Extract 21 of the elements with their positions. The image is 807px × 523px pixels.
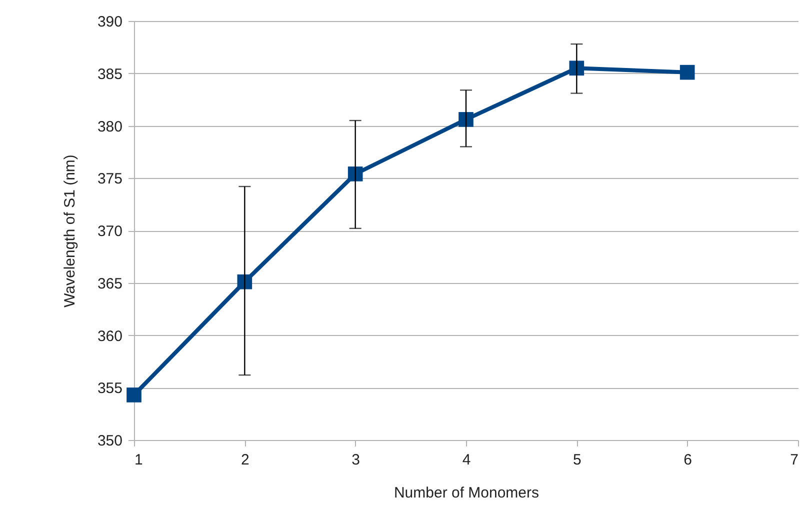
y-tick-label: 380 [97,118,122,136]
x-tick-label: 1 [134,452,143,468]
x-tick-label: 7 [790,452,798,468]
x-tick-label: 6 [684,452,692,468]
x-tick-label: 3 [352,452,360,468]
x-tick-label: 2 [240,452,250,468]
y-tick-label: 390 [97,14,122,30]
point [680,64,695,80]
point [458,112,474,127]
y-axis-title: Wavelength of S1 (nm) [61,154,78,308]
y-tick-label: 355 [97,380,122,398]
point [126,388,142,402]
y-tick-label: 360 [97,328,122,345]
x-tick-label: 5 [572,452,582,468]
y-tick-label: 365 [97,275,122,292]
y-tick-label: 350 [97,432,122,450]
y-tick-label: 375 [97,170,122,188]
y-tick-label: 370 [97,223,122,240]
y-tick-label: 385 [97,66,122,83]
x-tick-label: 4 [462,452,471,468]
x-axis-title: Number of Monomers [394,484,540,502]
